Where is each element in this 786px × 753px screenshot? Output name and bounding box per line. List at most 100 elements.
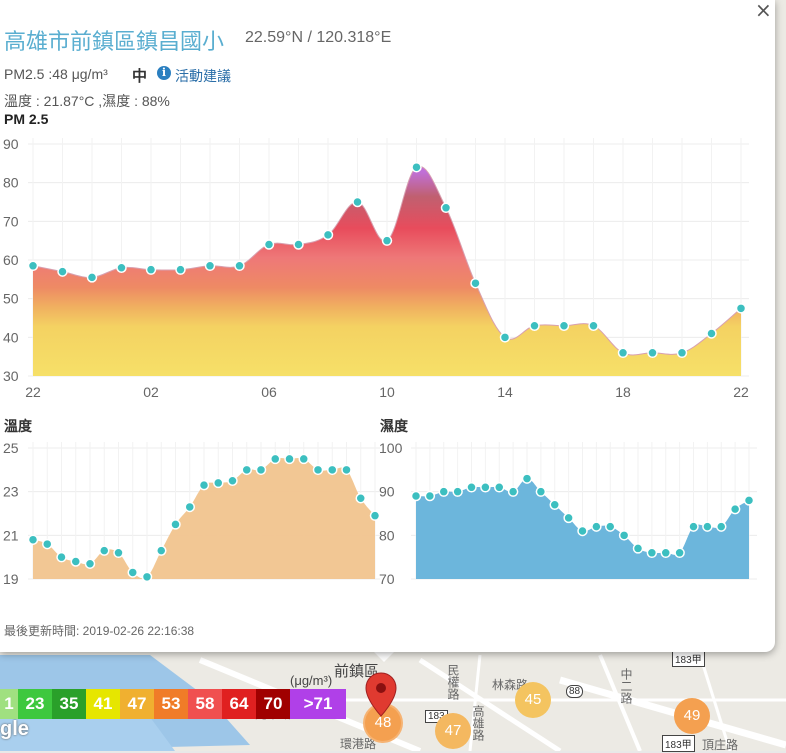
data-point[interactable] [352,196,363,208]
station-info-popup: × 高雄市前鎮區鎮昌國小 22.59°N / 120.318°E PM2.5 :… [0,0,775,652]
station-coordinates: 22.59°N / 120.318°E [245,29,392,46]
data-point[interactable] [241,464,252,476]
data-point[interactable] [116,262,127,273]
road-shield: 88 [566,685,584,698]
data-point[interactable] [577,525,588,537]
data-point[interactable] [632,543,644,554]
data-point[interactable] [27,260,39,272]
pm25-chart-title: PM 2.5 [4,111,49,127]
data-point[interactable] [355,492,366,504]
data-point[interactable] [312,464,324,476]
data-point[interactable] [184,501,195,513]
y-tick-label: 25 [3,440,19,456]
data-point[interactable] [99,545,110,556]
data-point[interactable] [213,477,224,489]
data-point[interactable] [549,499,560,511]
data-point[interactable] [263,239,275,250]
x-tick-label: 14 [497,384,513,400]
road-label: 高雄路 [471,705,485,741]
data-point[interactable] [706,328,717,339]
data-point[interactable] [27,534,39,545]
data-point[interactable] [270,453,281,465]
data-point[interactable] [729,503,741,515]
data-point[interactable] [521,473,533,484]
data-point[interactable] [327,464,338,476]
legend-item: 47 [120,689,154,719]
pm25-reading: PM2.5 :48 μg/m³ [4,66,108,82]
data-point[interactable] [618,530,630,541]
data-point[interactable] [293,239,304,250]
data-point[interactable] [298,453,309,465]
data-point[interactable] [204,260,216,272]
station-marker[interactable]: 47 [435,713,471,749]
data-point[interactable] [716,521,727,532]
data-point[interactable] [688,521,699,532]
station-marker[interactable]: 49 [674,698,710,734]
data-point[interactable] [646,547,658,559]
location-pin-icon[interactable] [365,672,397,718]
data-point[interactable] [411,161,422,173]
data-point[interactable] [424,490,436,502]
data-point[interactable] [227,475,238,486]
data-point[interactable] [617,347,629,359]
data-point[interactable] [743,495,755,506]
data-point[interactable] [563,512,574,524]
legend-item: 58 [188,689,222,719]
data-point[interactable] [56,551,67,563]
data-point[interactable] [466,482,477,493]
road-shield: 183甲 [662,735,695,752]
data-point[interactable] [322,229,334,241]
y-tick-label: 30 [3,368,19,384]
data-point[interactable] [438,486,449,497]
data-point[interactable] [141,571,153,583]
road-shield: 183甲 [672,650,705,667]
data-point[interactable] [84,558,96,569]
x-tick-label: 22 [25,384,41,400]
data-point[interactable] [558,320,570,331]
data-point[interactable] [127,567,138,578]
road-label: 環港路 [340,737,377,751]
data-point[interactable] [702,521,713,532]
data-point[interactable] [588,320,599,331]
data-point[interactable] [156,545,167,556]
data-point[interactable] [452,486,463,497]
temperature-area-chart: 19 21 23 25 [3,440,380,587]
data-point[interactable] [369,510,380,521]
data-point[interactable] [674,547,685,559]
info-icon[interactable]: i [157,66,171,80]
data-point[interactable] [198,479,210,491]
data-point[interactable] [676,347,688,359]
data-point[interactable] [735,303,747,314]
data-point[interactable] [470,277,481,289]
close-icon[interactable]: × [755,0,772,22]
data-point[interactable] [494,482,505,493]
data-point[interactable] [70,556,81,567]
data-point[interactable] [499,332,511,343]
data-point[interactable] [42,538,53,550]
station-marker[interactable]: 48 [363,703,403,743]
data-point[interactable] [410,490,422,502]
data-point[interactable] [440,202,452,214]
data-point[interactable] [480,482,491,493]
data-point[interactable] [284,453,295,465]
data-point[interactable] [175,264,186,275]
activity-advice-link[interactable]: 活動建議 [175,68,231,84]
data-point[interactable] [170,519,181,530]
data-point[interactable] [507,486,519,497]
y-tick-label: 80 [3,175,19,191]
data-point[interactable] [145,264,157,275]
data-point[interactable] [535,486,547,497]
data-point[interactable] [381,235,393,246]
data-point[interactable] [605,521,616,532]
data-point[interactable] [647,347,658,359]
station-marker[interactable]: 45 [515,682,551,718]
data-point[interactable] [86,272,98,283]
data-point[interactable] [255,464,267,476]
data-point[interactable] [113,547,124,559]
data-point[interactable] [660,547,671,559]
data-point[interactable] [341,464,352,476]
data-point[interactable] [529,320,540,331]
data-point[interactable] [234,260,245,272]
data-point[interactable] [591,521,602,532]
data-point[interactable] [57,266,68,277]
